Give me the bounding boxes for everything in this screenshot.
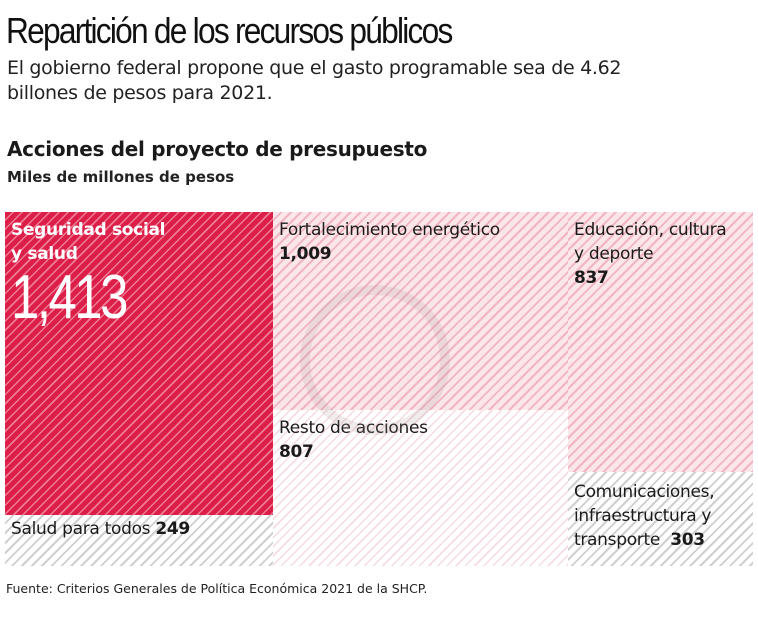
tile-label: Fortalecimiento energético: [279, 220, 500, 240]
tile-comunicaciones: Comunicaciones, infraestructura y transp…: [568, 472, 753, 566]
tile-resto-de-acciones: Resto de acciones 807: [273, 410, 568, 566]
subtitle: El gobierno federal propone que el gasto…: [7, 57, 622, 104]
section-title: Acciones del proyecto de presupuesto: [7, 137, 428, 161]
tile-educacion-cultura-deporte: Educación, cultura y deporte 837: [568, 212, 753, 472]
emblem-watermark-icon: [300, 285, 450, 435]
tile-label: transporte: [574, 530, 661, 550]
tile-value: 1,009: [279, 244, 332, 264]
tile-value: 807: [279, 442, 314, 462]
tile-label: y salud: [11, 244, 78, 264]
tile-seguridad-social: Seguridad social y salud 1,413: [5, 212, 273, 515]
tile-label: Educación, cultura: [574, 220, 727, 240]
tile-value: 1,413: [11, 263, 128, 332]
tile-salud-para-todos: Salud para todos 249: [5, 515, 273, 566]
tile-value: 249: [155, 519, 190, 539]
tile-label: Seguridad social: [11, 220, 166, 240]
unit-label: Miles de millones de pesos: [7, 168, 235, 186]
tile-label: Salud para todos: [11, 519, 151, 539]
tile-label: y deporte: [574, 244, 654, 264]
tile-label: infraestructura y: [574, 506, 712, 526]
tile-value: 303: [670, 530, 705, 550]
page-title: Repartición de los recursos públicos: [6, 10, 453, 51]
tile-value: 837: [574, 268, 609, 288]
source-note: Fuente: Criterios Generales de Política …: [6, 581, 428, 596]
tile-label: Comunicaciones,: [574, 482, 715, 502]
